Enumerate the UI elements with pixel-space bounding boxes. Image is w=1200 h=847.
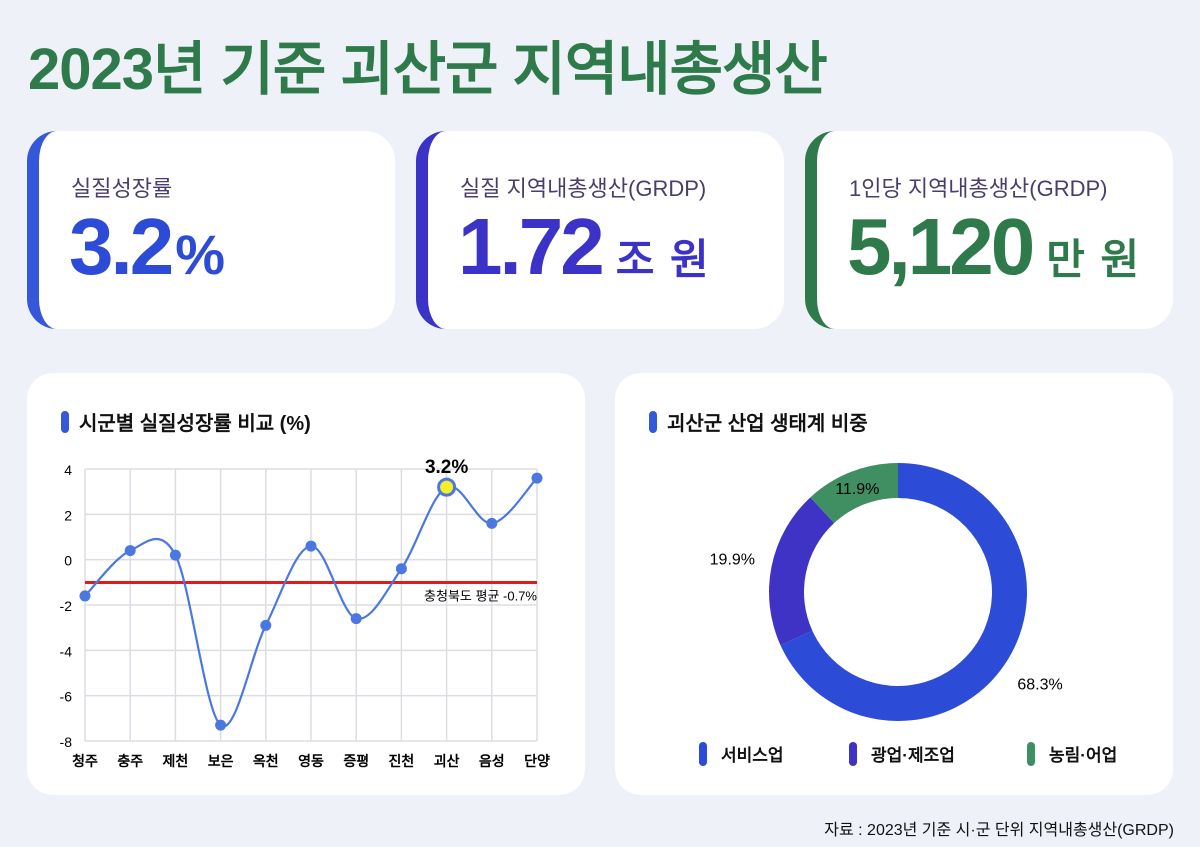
y-tick-label: -6 (60, 689, 73, 705)
legend-item-services: 서비스업 (699, 741, 784, 766)
legend-swatch (699, 741, 707, 766)
data-point (437, 477, 457, 497)
x-tick-label: 단양 (524, 753, 550, 769)
data-point (305, 540, 317, 552)
x-tick-label: 청주 (72, 753, 98, 769)
per-capita-card: 1인당 지역내총생산(GRDP) 5,120 만 원 (805, 131, 1173, 329)
y-tick-label: -4 (60, 643, 73, 659)
value-number: 1.72 (458, 202, 605, 291)
value-unit: 조 원 (615, 236, 711, 283)
grdp-card: 실질 지역내총생산(GRDP) 1.72 조 원 (416, 131, 784, 329)
growth-rate-card: 실질성장률 3.2% (27, 131, 395, 329)
donut-chart-panel: 괴산군 산업 생태계 비중 서비스업 광업·제조업 농림·어업 (615, 373, 1173, 795)
x-tick-label: 옥천 (253, 753, 279, 769)
x-tick-label: 괴산 (434, 753, 460, 769)
data-point (79, 590, 91, 602)
x-tick-label: 진천 (389, 753, 415, 769)
legend-swatch (1027, 741, 1035, 766)
title-marker-icon (61, 410, 69, 433)
source-note: 자료 : 2023년 기준 시·군 단위 지역내총생산(GRDP) (824, 822, 1174, 839)
x-tick-label: 충주 (117, 753, 143, 769)
card-value: 5,120 만 원 (847, 201, 1141, 293)
donut-slice (810, 463, 898, 524)
y-tick-label: 4 (64, 462, 72, 478)
slice-label: 11.9% (835, 481, 879, 498)
chart-title: 시군별 실질성장률 비교 (%) (61, 407, 311, 436)
slice-label: 19.9% (710, 552, 755, 569)
value-unit: % (175, 223, 228, 286)
legend-swatch (849, 741, 857, 766)
data-point (169, 549, 181, 561)
card-label: 실질 지역내총생산(GRDP) (460, 176, 707, 201)
card-label: 실질성장률 (71, 176, 173, 201)
legend-label: 광업·제조업 (871, 746, 955, 765)
legend-item-agriculture: 농림·어업 (1027, 741, 1117, 766)
data-point (350, 613, 362, 625)
x-tick-label: 영동 (298, 753, 324, 769)
x-tick-label: 보은 (208, 753, 234, 769)
y-tick-label: -8 (60, 734, 73, 750)
data-point (486, 517, 498, 529)
y-tick-label: -2 (60, 598, 73, 614)
page-title: 2023년 기준 괴산군 지역내총생산 (28, 37, 828, 102)
donut-slice (769, 497, 835, 646)
highlight-label: 3.2% (425, 457, 468, 478)
legend-item-manufacturing: 광업·제조업 (849, 741, 955, 766)
slice-label: 68.3% (1017, 677, 1062, 694)
card-value: 1.72 조 원 (458, 201, 711, 293)
y-tick-label: 0 (64, 553, 72, 569)
chart-title-text: 시군별 실질성장률 비교 (%) (79, 413, 311, 435)
title-marker-icon (649, 410, 657, 433)
data-point (395, 563, 407, 575)
legend-label: 농림·어업 (1049, 746, 1118, 765)
x-tick-label: 제천 (163, 753, 189, 769)
data-point (531, 472, 543, 484)
value-unit: 만 원 (1046, 236, 1142, 283)
average-label: 충청북도 평균 -0.7% (424, 589, 537, 604)
chart-title: 괴산군 산업 생태계 비중 (649, 407, 868, 436)
x-tick-label: 음성 (479, 753, 505, 769)
x-tick-label: 증평 (343, 753, 369, 769)
value-number: 3.2 (69, 202, 174, 291)
y-tick-label: 2 (64, 507, 72, 523)
value-number: 5,120 (847, 202, 1035, 291)
data-point (260, 619, 272, 631)
card-label: 1인당 지역내총생산(GRDP) (849, 176, 1108, 201)
card-value: 3.2% (69, 201, 227, 293)
legend-label: 서비스업 (721, 746, 784, 765)
chart-title-text: 괴산군 산업 생태계 비중 (667, 413, 868, 435)
data-point (215, 719, 227, 731)
data-point (124, 545, 136, 557)
